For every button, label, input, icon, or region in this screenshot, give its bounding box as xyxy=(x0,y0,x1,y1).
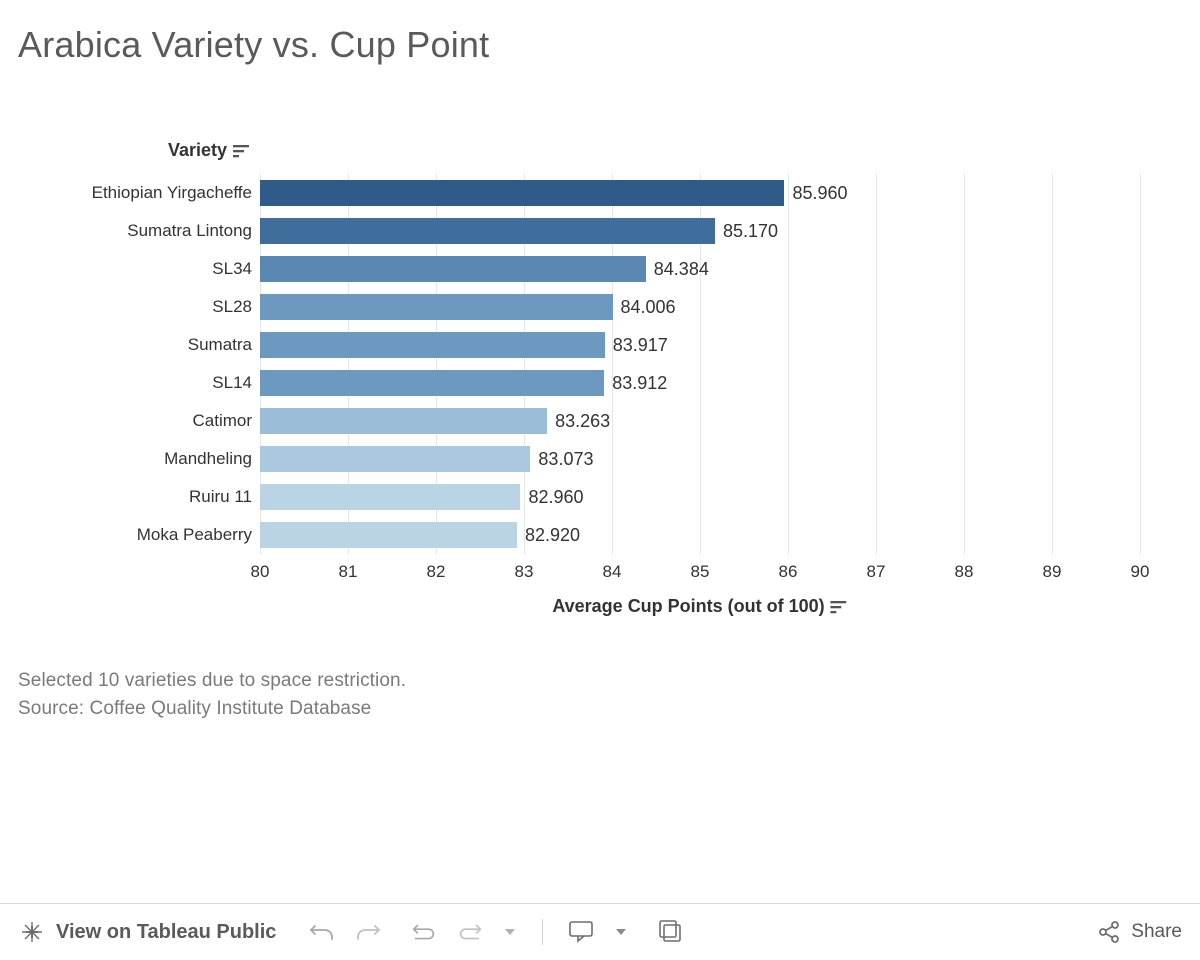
x-tick-label: 80 xyxy=(251,562,270,582)
x-tick-label: 87 xyxy=(867,562,886,582)
share-button[interactable]: Share xyxy=(1095,918,1182,946)
bar[interactable] xyxy=(260,446,530,472)
x-tick-label: 88 xyxy=(955,562,974,582)
bar-label: Sumatra Lintong xyxy=(127,212,252,250)
view-public-label: View on Tableau Public xyxy=(56,921,276,944)
x-axis-title-text: Average Cup Points (out of 100) xyxy=(552,596,824,617)
replay-forward-button[interactable] xyxy=(456,918,484,946)
x-tick-label: 86 xyxy=(779,562,798,582)
bar-row: SL34 84.384 xyxy=(0,250,1200,288)
replay-back-button[interactable] xyxy=(410,918,438,946)
x-axis-title[interactable]: Average Cup Points (out of 100) xyxy=(552,596,847,617)
bar-value: 84.384 xyxy=(654,250,709,288)
bar-value: 82.920 xyxy=(525,516,580,554)
bar-row: SL14 83.912 xyxy=(0,364,1200,402)
x-tick-label: 90 xyxy=(1131,562,1150,582)
comment-dropdown[interactable] xyxy=(613,918,629,946)
bar-value: 84.006 xyxy=(621,288,676,326)
tableau-logo-icon xyxy=(18,918,46,946)
bar-value: 82.960 xyxy=(528,478,583,516)
bar-row: Sumatra 83.917 xyxy=(0,326,1200,364)
bar[interactable] xyxy=(260,370,604,396)
x-tick-label: 85 xyxy=(691,562,710,582)
bar-row: Sumatra Lintong 85.170 xyxy=(0,212,1200,250)
bar[interactable] xyxy=(260,294,613,320)
bar[interactable] xyxy=(260,218,715,244)
bar-label: SL14 xyxy=(212,364,252,402)
bar-label: Sumatra xyxy=(188,326,252,364)
replay-dropdown[interactable] xyxy=(502,918,518,946)
x-tick-label: 82 xyxy=(427,562,446,582)
page-title: Arabica Variety vs. Cup Point xyxy=(18,24,489,66)
bar-row: Mandheling 83.073 xyxy=(0,440,1200,478)
bar-label: Ruiru 11 xyxy=(189,478,252,516)
bar[interactable] xyxy=(260,484,520,510)
bar-label: SL28 xyxy=(212,288,252,326)
bar[interactable] xyxy=(260,522,517,548)
x-tick-label: 83 xyxy=(515,562,534,582)
toolbar-divider xyxy=(542,919,543,945)
bar-label: Catimor xyxy=(192,402,252,440)
bar-row: Moka Peaberry 82.920 xyxy=(0,516,1200,554)
comment-button[interactable] xyxy=(567,918,595,946)
y-axis-header[interactable]: Variety xyxy=(168,140,250,161)
x-tick-label: 89 xyxy=(1043,562,1062,582)
sort-icon xyxy=(831,600,848,614)
bar-label: Mandheling xyxy=(164,440,252,478)
share-label: Share xyxy=(1131,921,1182,943)
bar-value: 85.960 xyxy=(792,174,847,212)
caption-line-2: Source: Coffee Quality Institute Databas… xyxy=(18,698,371,720)
bar-value: 83.073 xyxy=(538,440,593,478)
share-icon xyxy=(1095,918,1123,946)
bar-value: 83.263 xyxy=(555,402,610,440)
bar[interactable] xyxy=(260,180,784,206)
bar-value: 83.917 xyxy=(613,326,668,364)
toolbar: View on Tableau Public xyxy=(0,903,1200,960)
redo-button[interactable] xyxy=(354,918,382,946)
x-tick-label: 84 xyxy=(603,562,622,582)
sort-icon xyxy=(233,144,250,158)
bar-label: Ethiopian Yirgacheffe xyxy=(92,174,252,212)
bar-value: 85.170 xyxy=(723,212,778,250)
y-axis-title: Variety xyxy=(168,140,227,161)
fullscreen-button[interactable] xyxy=(657,918,685,946)
view-public-button[interactable]: View on Tableau Public xyxy=(18,918,276,946)
bar-value: 83.912 xyxy=(612,364,667,402)
bar-label: SL34 xyxy=(212,250,252,288)
bar-row: Ruiru 11 82.960 xyxy=(0,478,1200,516)
bar-row: SL28 84.006 xyxy=(0,288,1200,326)
x-tick-label: 81 xyxy=(339,562,358,582)
bar[interactable] xyxy=(260,256,646,282)
bar-label: Moka Peaberry xyxy=(137,516,252,554)
caption-line-1: Selected 10 varieties due to space restr… xyxy=(18,670,406,692)
bar-row: Ethiopian Yirgacheffe 85.960 xyxy=(0,174,1200,212)
bar-row: Catimor 83.263 xyxy=(0,402,1200,440)
bar[interactable] xyxy=(260,408,547,434)
bar[interactable] xyxy=(260,332,605,358)
undo-button[interactable] xyxy=(308,918,336,946)
